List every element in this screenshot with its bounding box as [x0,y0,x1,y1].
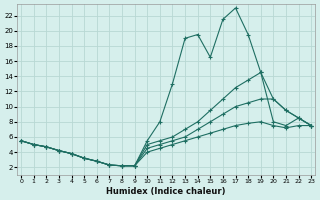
X-axis label: Humidex (Indice chaleur): Humidex (Indice chaleur) [107,187,226,196]
